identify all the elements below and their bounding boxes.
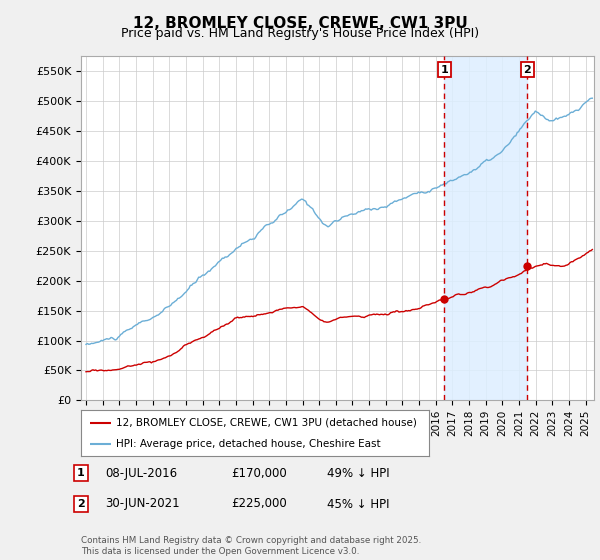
Text: HPI: Average price, detached house, Cheshire East: HPI: Average price, detached house, Ches… — [116, 439, 380, 449]
Bar — [445, 56, 527, 400]
Text: 1: 1 — [77, 468, 85, 478]
Text: 12, BROMLEY CLOSE, CREWE, CW1 3PU: 12, BROMLEY CLOSE, CREWE, CW1 3PU — [133, 16, 467, 31]
Text: 1: 1 — [440, 64, 448, 74]
Text: 2: 2 — [524, 64, 531, 74]
Text: Price paid vs. HM Land Registry's House Price Index (HPI): Price paid vs. HM Land Registry's House … — [121, 27, 479, 40]
Text: £170,000: £170,000 — [231, 466, 287, 480]
Text: 2: 2 — [77, 499, 85, 509]
Text: 08-JUL-2016: 08-JUL-2016 — [105, 466, 177, 480]
Text: 12, BROMLEY CLOSE, CREWE, CW1 3PU (detached house): 12, BROMLEY CLOSE, CREWE, CW1 3PU (detac… — [116, 418, 416, 428]
Text: 45% ↓ HPI: 45% ↓ HPI — [327, 497, 389, 511]
Text: Contains HM Land Registry data © Crown copyright and database right 2025.
This d: Contains HM Land Registry data © Crown c… — [81, 536, 421, 556]
Text: £225,000: £225,000 — [231, 497, 287, 511]
Text: 30-JUN-2021: 30-JUN-2021 — [105, 497, 179, 511]
Text: 49% ↓ HPI: 49% ↓ HPI — [327, 466, 389, 480]
